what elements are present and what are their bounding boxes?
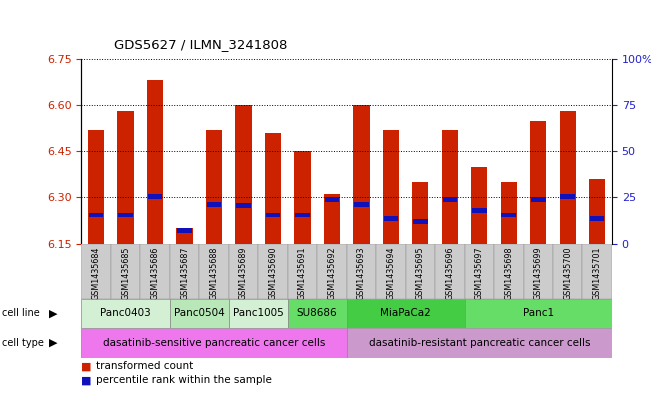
Bar — [353, 105, 370, 244]
Text: GSM1435696: GSM1435696 — [445, 246, 454, 300]
Bar — [465, 244, 494, 299]
Bar — [472, 208, 486, 213]
Text: cell line: cell line — [2, 309, 40, 318]
Bar — [325, 197, 339, 202]
Bar — [294, 151, 311, 244]
Bar — [471, 167, 488, 244]
Bar — [207, 202, 221, 207]
Bar — [236, 203, 251, 208]
Bar — [206, 130, 222, 244]
Text: GSM1435690: GSM1435690 — [268, 246, 277, 300]
Bar — [141, 244, 170, 299]
Bar — [383, 130, 399, 244]
Bar — [111, 244, 141, 299]
Bar — [324, 195, 340, 244]
Bar — [346, 299, 465, 328]
Text: dasatinib-sensitive pancreatic cancer cells: dasatinib-sensitive pancreatic cancer ce… — [103, 338, 326, 348]
Bar — [288, 244, 317, 299]
Bar — [376, 244, 406, 299]
Bar — [117, 111, 133, 244]
Bar — [383, 216, 398, 220]
Bar — [435, 244, 465, 299]
Text: GSM1435691: GSM1435691 — [298, 246, 307, 300]
Bar — [229, 244, 258, 299]
Text: GSM1435685: GSM1435685 — [121, 246, 130, 300]
Bar — [412, 182, 428, 244]
Text: GSM1435693: GSM1435693 — [357, 246, 366, 300]
Bar — [147, 81, 163, 244]
Text: GSM1435686: GSM1435686 — [150, 246, 159, 300]
Text: Panc1005: Panc1005 — [233, 309, 284, 318]
Text: GSM1435692: GSM1435692 — [327, 246, 337, 300]
Bar — [170, 299, 229, 328]
Bar — [530, 121, 546, 244]
Bar — [177, 228, 192, 233]
Bar — [346, 244, 376, 299]
Bar — [199, 244, 229, 299]
Text: GSM1435695: GSM1435695 — [416, 246, 425, 300]
Text: MiaPaCa2: MiaPaCa2 — [380, 309, 431, 318]
Bar — [346, 328, 612, 358]
Text: cell type: cell type — [2, 338, 44, 348]
Bar — [501, 213, 516, 217]
Text: ▶: ▶ — [49, 338, 57, 348]
Bar — [523, 244, 553, 299]
Text: ■: ■ — [81, 362, 92, 371]
Bar — [88, 130, 104, 244]
Text: GSM1435701: GSM1435701 — [592, 246, 602, 300]
Text: GSM1435699: GSM1435699 — [534, 246, 543, 300]
Text: transformed count: transformed count — [96, 362, 193, 371]
Text: percentile rank within the sample: percentile rank within the sample — [96, 375, 271, 385]
Bar — [236, 105, 251, 244]
Text: GSM1435694: GSM1435694 — [387, 246, 395, 300]
Bar — [442, 130, 458, 244]
Bar — [589, 179, 605, 244]
Bar — [288, 299, 346, 328]
Bar — [406, 244, 435, 299]
Bar — [176, 228, 193, 244]
Bar — [258, 244, 288, 299]
Text: dasatinib-resistant pancreatic cancer cells: dasatinib-resistant pancreatic cancer ce… — [368, 338, 590, 348]
Text: GSM1435689: GSM1435689 — [239, 246, 248, 300]
Bar — [553, 244, 583, 299]
Bar — [148, 194, 162, 199]
Text: GSM1435687: GSM1435687 — [180, 246, 189, 300]
Text: ▶: ▶ — [49, 309, 57, 318]
Bar — [81, 299, 170, 328]
Bar — [443, 197, 457, 202]
Text: GSM1435684: GSM1435684 — [92, 246, 101, 300]
Text: Panc1: Panc1 — [523, 309, 554, 318]
Bar — [295, 213, 310, 217]
Bar — [118, 213, 133, 217]
Bar — [265, 133, 281, 244]
Bar — [583, 244, 612, 299]
Bar — [229, 299, 288, 328]
Bar — [501, 182, 517, 244]
Bar — [465, 299, 612, 328]
Bar — [354, 202, 368, 207]
Bar — [494, 244, 523, 299]
Text: GSM1435688: GSM1435688 — [210, 246, 219, 300]
Text: Panc0403: Panc0403 — [100, 309, 151, 318]
Text: Panc0504: Panc0504 — [174, 309, 225, 318]
Text: SU8686: SU8686 — [297, 309, 337, 318]
Bar — [81, 244, 111, 299]
Bar — [590, 216, 605, 220]
Bar — [170, 244, 199, 299]
Text: GSM1435698: GSM1435698 — [505, 246, 513, 300]
Bar — [89, 213, 104, 217]
Bar — [560, 111, 576, 244]
Text: ■: ■ — [81, 375, 92, 385]
Text: GSM1435697: GSM1435697 — [475, 246, 484, 300]
Bar — [531, 197, 546, 202]
Bar — [266, 213, 281, 217]
Text: GSM1435700: GSM1435700 — [563, 246, 572, 300]
Bar — [81, 328, 346, 358]
Bar — [413, 219, 428, 224]
Text: GDS5627 / ILMN_3241808: GDS5627 / ILMN_3241808 — [114, 38, 287, 51]
Bar — [317, 244, 346, 299]
Bar — [561, 194, 575, 199]
